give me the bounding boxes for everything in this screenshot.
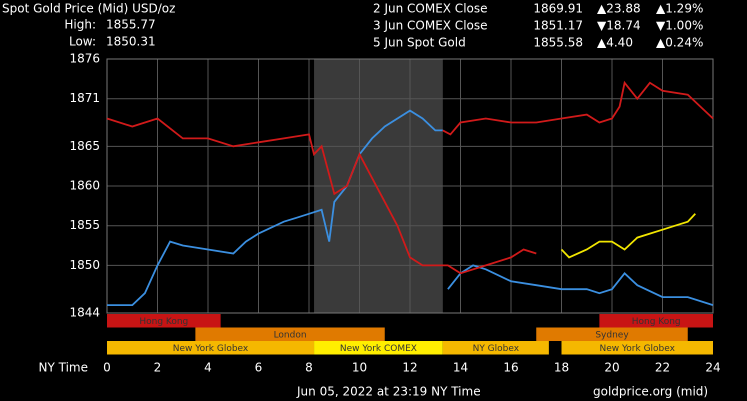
price-line xyxy=(447,264,714,306)
source: goldprice.org (mid) xyxy=(593,385,708,399)
legend-change: ▲23.88 xyxy=(597,2,641,16)
stat-label: Low: xyxy=(69,35,96,49)
stat-value: 1855.77 xyxy=(106,18,156,32)
legend-pct: ▼1.00% xyxy=(656,19,703,33)
session-label: Hong Kong xyxy=(139,317,188,327)
session-label: New York COMEX xyxy=(340,344,417,354)
plot-border xyxy=(106,58,714,314)
y-tick-label: 1871 xyxy=(69,91,100,105)
session-label: New York Globex xyxy=(600,344,676,354)
y-tick-label: 1860 xyxy=(69,179,100,193)
session-bar xyxy=(107,314,221,328)
session-bar xyxy=(195,327,385,341)
x-tick-label: 14 xyxy=(453,361,468,375)
y-tick-label: 1855 xyxy=(69,218,100,232)
session-label: New York Globex xyxy=(173,344,249,354)
y-tick-label: 1844 xyxy=(69,306,100,320)
legend-entry: 2 Jun COMEX Close xyxy=(373,2,488,16)
x-axis-label: NY Time xyxy=(39,361,89,375)
legend-pct: ▲0.24% xyxy=(656,36,703,50)
legend-pct: ▲1.29% xyxy=(656,2,703,16)
legend-close: 1851.17 xyxy=(533,19,583,33)
session-bar xyxy=(314,341,443,355)
session-label: NY Globex xyxy=(473,344,520,354)
price-line xyxy=(107,109,443,306)
y-tick-label: 1850 xyxy=(69,258,100,272)
x-tick-label: 24 xyxy=(705,361,720,375)
x-tick-label: 18 xyxy=(554,361,569,375)
price-line xyxy=(106,117,537,275)
legend-change: ▲4.40 xyxy=(597,36,633,50)
price-line xyxy=(560,213,696,259)
x-tick-label: 22 xyxy=(655,361,670,375)
stat-value: 1850.31 xyxy=(106,35,156,49)
legend-close: 1855.58 xyxy=(533,36,583,50)
y-tick-label: 1865 xyxy=(69,139,100,153)
session-bar xyxy=(561,341,713,355)
footer: Jun 05, 2022 at 23:19 NY Time xyxy=(296,385,481,399)
legend-change: ▼18.74 xyxy=(597,19,641,33)
x-tick-label: 0 xyxy=(103,361,111,375)
x-tick-label: 8 xyxy=(305,361,313,375)
legend-entry: 5 Jun Spot Gold xyxy=(373,36,466,50)
session-bar xyxy=(536,327,688,341)
chart-title: Spot Gold Price (Mid) USD/oz xyxy=(2,2,175,16)
x-tick-label: 6 xyxy=(255,361,263,375)
x-tick-label: 10 xyxy=(352,361,367,375)
session-bar xyxy=(599,314,713,328)
session-bar xyxy=(442,341,549,355)
x-tick-label: 20 xyxy=(604,361,619,375)
session-label: Sydney xyxy=(595,331,629,341)
legend-close: 1869.91 xyxy=(533,2,583,16)
session-label: Hong Kong xyxy=(632,317,681,327)
stat-label: High: xyxy=(64,18,96,32)
price-line xyxy=(442,80,714,136)
x-tick-label: 2 xyxy=(154,361,162,375)
session-label: London xyxy=(274,331,307,341)
y-tick-label: 1876 xyxy=(69,52,100,66)
x-tick-label: 16 xyxy=(503,361,518,375)
legend-entry: 3 Jun COMEX Close xyxy=(373,19,488,33)
x-tick-label: 4 xyxy=(204,361,212,375)
x-tick-label: 12 xyxy=(402,361,417,375)
session-bar xyxy=(107,341,315,355)
